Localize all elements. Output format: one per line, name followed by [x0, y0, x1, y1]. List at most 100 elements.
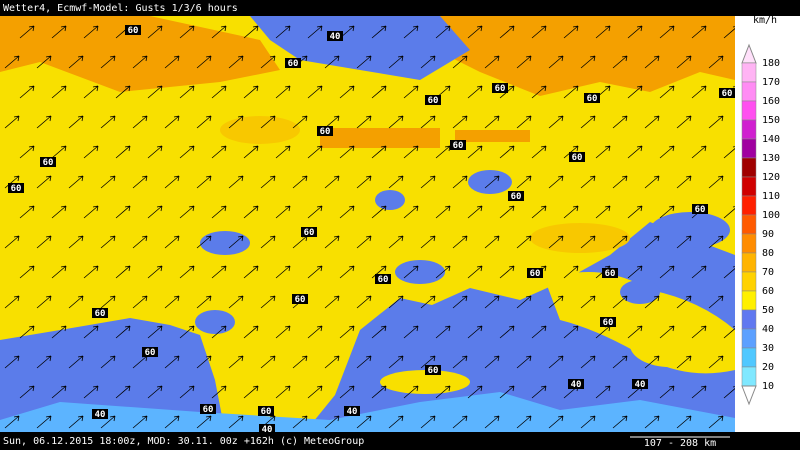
legend-swatch: [741, 138, 757, 159]
wind-arrow: [179, 205, 195, 219]
wind-arrow: [388, 235, 404, 249]
wind-arrow: [51, 325, 67, 339]
wind-arrow: [708, 355, 724, 369]
wind-arrow: [147, 85, 163, 99]
wind-arrow: [196, 415, 212, 429]
wind-arrow: [324, 295, 340, 309]
wind-arrow: [644, 295, 660, 309]
contour-label-bg: [8, 183, 24, 193]
orange-area: [0, 16, 280, 92]
wind-arrow: [356, 55, 372, 69]
wind-arrow: [100, 115, 116, 129]
contour-label: 40: [571, 380, 582, 390]
contour-label-bg: [200, 404, 216, 414]
wind-arrow: [644, 415, 660, 429]
wind-arrow: [260, 235, 276, 249]
wind-arrow: [83, 85, 99, 99]
wind-arrow: [595, 25, 611, 39]
legend-swatch: [741, 309, 757, 330]
wind-arrow: [612, 355, 628, 369]
wind-arrow: [260, 175, 276, 189]
wind-arrow: [243, 205, 259, 219]
wind-arrow: [4, 295, 20, 309]
wind-arrow: [531, 385, 547, 399]
contour-label-bg: [450, 140, 466, 150]
wind-arrow: [420, 175, 436, 189]
wind-arrow: [243, 325, 259, 339]
wind-arrow: [4, 175, 20, 189]
wind-arrow: [484, 175, 500, 189]
wind-arrow: [339, 205, 355, 219]
wind-arrow: [196, 55, 212, 69]
wind-arrow: [19, 85, 35, 99]
wind-arrow: [548, 415, 564, 429]
wind-arrow: [260, 355, 276, 369]
wind-arrow: [243, 85, 259, 99]
contour-label-bg: [301, 227, 317, 237]
map: 60 40 60 60 60 60 60 60 60 60 60 60 60 60 60 60 60 60 60 60…: [0, 16, 735, 432]
wind-arrow: [83, 25, 99, 39]
wind-arrow: [228, 235, 244, 249]
wind-arrow: [659, 265, 675, 279]
wind-arrow: [612, 235, 628, 249]
wind-arrow: [580, 355, 596, 369]
legend-swatch: [741, 100, 757, 121]
wind-arrow: [452, 295, 468, 309]
wind-arrow: [435, 385, 451, 399]
wind-arrow: [228, 55, 244, 69]
wind-arrow: [403, 25, 419, 39]
wind-arrow: [516, 415, 532, 429]
legend-swatch: [741, 252, 757, 273]
blue-area: [195, 310, 235, 334]
contour-label: 60: [128, 26, 139, 36]
contour-label: 60: [511, 192, 522, 202]
wind-arrow: [627, 25, 643, 39]
contour-label-bg: [600, 317, 616, 327]
wind-arrow: [36, 115, 52, 129]
legend-label: 10: [762, 381, 774, 392]
wind-arrow: [708, 175, 724, 189]
legend-label: 90: [762, 229, 774, 240]
contour-label-bg: [692, 204, 708, 214]
wind-arrow: [228, 295, 244, 309]
wind-arrow: [339, 85, 355, 99]
wind-arrow: [211, 25, 227, 39]
wind-arrow: [324, 175, 340, 189]
wind-arrow: [388, 415, 404, 429]
contour-label-bg: [492, 83, 508, 93]
wind-arrow: [4, 115, 20, 129]
wind-arrow: [531, 25, 547, 39]
wind-arrow: [644, 235, 660, 249]
legend-label: 50: [762, 305, 774, 316]
wind-arrow: [164, 115, 180, 129]
wind-arrow: [211, 85, 227, 99]
wind-arrow: [275, 325, 291, 339]
blue-area: [395, 260, 445, 284]
wind-arrow: [275, 205, 291, 219]
wind-arrow: [36, 55, 52, 69]
wind-arrow: [307, 325, 323, 339]
wind-arrow: [147, 325, 163, 339]
legend-swatch: [741, 176, 757, 197]
orange-area: [440, 16, 735, 96]
wind-arrow: [452, 235, 468, 249]
wind-arrow: [708, 55, 724, 69]
wind-arrow: [420, 295, 436, 309]
wind-arrow: [115, 145, 131, 159]
legend-swatch: [741, 233, 757, 254]
wind-arrow: [83, 385, 99, 399]
contour-label-bg: [584, 93, 600, 103]
wind-arrow: [388, 355, 404, 369]
contour-label-bg: [568, 379, 584, 389]
wind-arrow: [147, 25, 163, 39]
wind-arrow: [371, 85, 387, 99]
legend-label: 150: [762, 115, 780, 126]
contour-label: 40: [95, 410, 106, 420]
wind-arrow: [676, 415, 692, 429]
contour-label: 60: [530, 269, 541, 279]
wind-arrow: [68, 235, 84, 249]
wind-arrow: [68, 295, 84, 309]
wind-arrow: [388, 295, 404, 309]
footer-info: Sun, 06.12.2015 18:00z, MOD: 30.11. 00z …: [3, 436, 364, 447]
legend-swatch: [741, 290, 757, 311]
